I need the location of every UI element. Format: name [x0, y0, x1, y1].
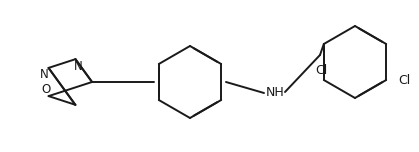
- Text: Cl: Cl: [316, 64, 328, 76]
- Text: NH: NH: [266, 86, 285, 100]
- Text: Cl: Cl: [398, 74, 410, 86]
- Text: N: N: [40, 68, 49, 81]
- Text: O: O: [41, 83, 50, 96]
- Text: N: N: [74, 60, 83, 73]
